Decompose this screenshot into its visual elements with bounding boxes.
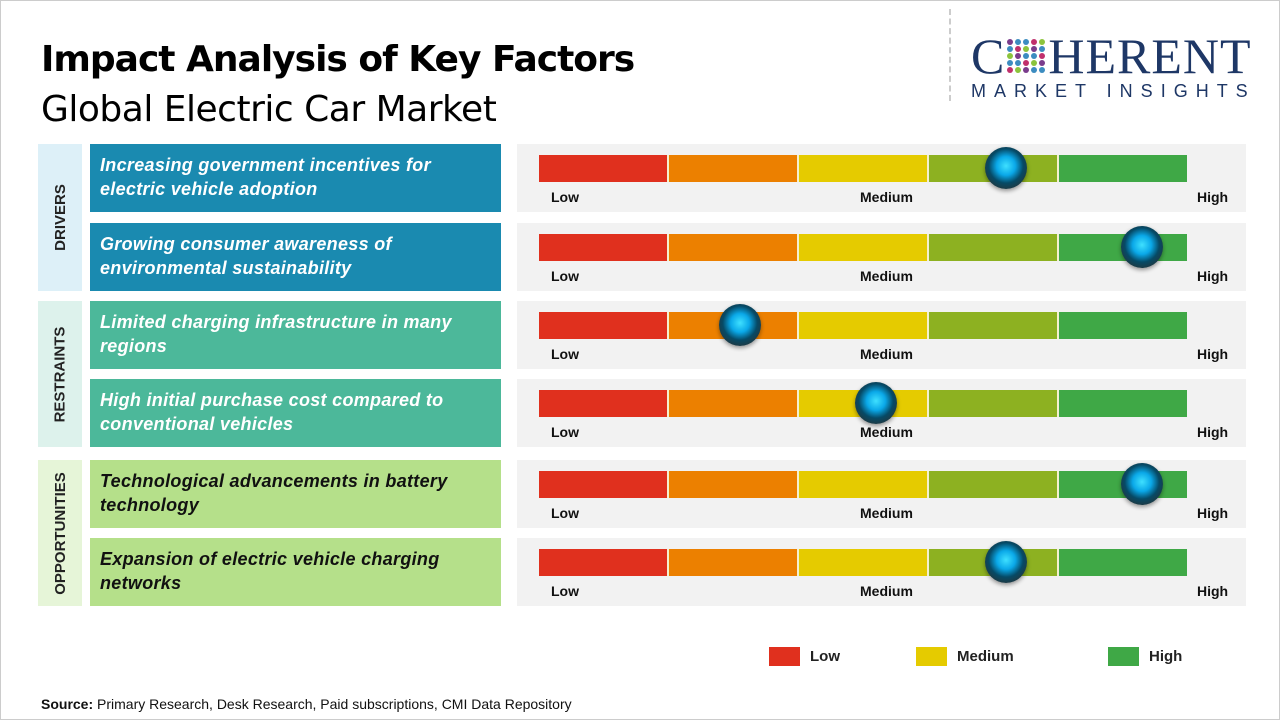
scale-label-low: Low: [551, 424, 579, 440]
divider: [949, 9, 951, 101]
scale-segment: [929, 471, 1059, 498]
category-opportunities: OPPORTUNITIES: [38, 460, 82, 606]
scale-segment: [539, 234, 669, 261]
scale-label-low: Low: [551, 189, 579, 205]
scale-segment: [669, 549, 799, 576]
category-label: OPPORTUNITIES: [51, 471, 69, 595]
globe-icon: [1007, 39, 1046, 73]
scale-segment: [539, 155, 669, 182]
impact-gauge: Low Medium High: [517, 223, 1246, 291]
scale-segment: [669, 390, 799, 417]
impact-marker: [854, 382, 897, 424]
category-label: DRIVERS: [51, 184, 69, 251]
scale-segment: [1059, 549, 1187, 576]
legend-swatch-high: [1108, 647, 1139, 666]
scale-label-high: High: [1197, 268, 1229, 284]
scale-segment: [669, 471, 799, 498]
impact-scale-bar: [539, 234, 1187, 261]
scale-segment: [799, 234, 929, 261]
legend-medium: Medium: [916, 647, 1014, 666]
scale-segment: [1059, 312, 1187, 339]
impact-gauge: Low Medium High: [517, 379, 1246, 447]
impact-scale-bar: [539, 471, 1187, 498]
scale-segment: [929, 390, 1059, 417]
page-title: Impact Analysis of Key Factors: [41, 39, 635, 80]
scale-label-medium: Medium: [860, 346, 913, 362]
impact-gauge: Low Medium High: [517, 301, 1246, 369]
scale-segment: [1059, 155, 1187, 182]
scale-label-high: High: [1197, 505, 1229, 521]
category-drivers: DRIVERS: [38, 144, 82, 291]
impact-marker: [1120, 226, 1163, 268]
scale-segment: [669, 234, 799, 261]
impact-marker: [984, 147, 1027, 189]
page-subtitle: Global Electric Car Market: [41, 89, 497, 130]
impact-scale-bar: [539, 312, 1187, 339]
impact-marker: [984, 541, 1027, 583]
factor-label: Expansion of electric vehicle charging n…: [90, 538, 501, 606]
impact-marker: [718, 304, 761, 346]
scale-label-low: Low: [551, 505, 579, 521]
scale-label-medium: Medium: [860, 583, 913, 599]
legend-swatch-low: [769, 647, 800, 666]
impact-scale-bar: [539, 549, 1187, 576]
scale-segment: [1059, 390, 1187, 417]
scale-segment: [539, 549, 669, 576]
scale-segment: [539, 471, 669, 498]
scale-label-low: Low: [551, 346, 579, 362]
impact-scale-bar: [539, 155, 1187, 182]
factor-label: Increasing government incentives for ele…: [90, 144, 501, 212]
scale-segment: [799, 312, 929, 339]
scale-label-medium: Medium: [860, 268, 913, 284]
scale-label-high: High: [1197, 424, 1229, 440]
scale-segment: [929, 312, 1059, 339]
scale-segment: [669, 155, 799, 182]
scale-label-high: High: [1197, 189, 1229, 205]
legend-swatch-medium: [916, 647, 947, 666]
impact-gauge: Low Medium High: [517, 538, 1246, 606]
scale-label-high: High: [1197, 346, 1229, 362]
scale-label-high: High: [1197, 583, 1229, 599]
category-restraints: RESTRAINTS: [38, 301, 82, 447]
scale-label-medium: Medium: [860, 189, 913, 205]
impact-gauge: Low Medium High: [517, 460, 1246, 528]
factor-label: Technological advancements in battery te…: [90, 460, 501, 528]
scale-segment: [799, 155, 929, 182]
scale-segment: [539, 312, 669, 339]
factor-label: Limited charging infrastructure in many …: [90, 301, 501, 369]
scale-segment: [929, 234, 1059, 261]
scale-label-low: Low: [551, 583, 579, 599]
scale-segment: [799, 471, 929, 498]
impact-gauge: Low Medium High: [517, 144, 1246, 212]
scale-label-medium: Medium: [860, 424, 913, 440]
scale-segment: [539, 390, 669, 417]
factor-label: Growing consumer awareness of environmen…: [90, 223, 501, 291]
legend-high: High: [1108, 647, 1182, 666]
factor-label: High initial purchase cost compared to c…: [90, 379, 501, 447]
scale-label-medium: Medium: [860, 505, 913, 521]
scale-label-low: Low: [551, 268, 579, 284]
scale-segment: [799, 549, 929, 576]
category-label: RESTRAINTS: [51, 326, 69, 422]
coherent-logo: C HERENT MARKET INSIGHTS: [971, 28, 1256, 101]
impact-marker: [1120, 463, 1163, 505]
source-note: Source: Primary Research, Desk Research,…: [41, 696, 572, 712]
legend-low: Low: [769, 647, 840, 666]
